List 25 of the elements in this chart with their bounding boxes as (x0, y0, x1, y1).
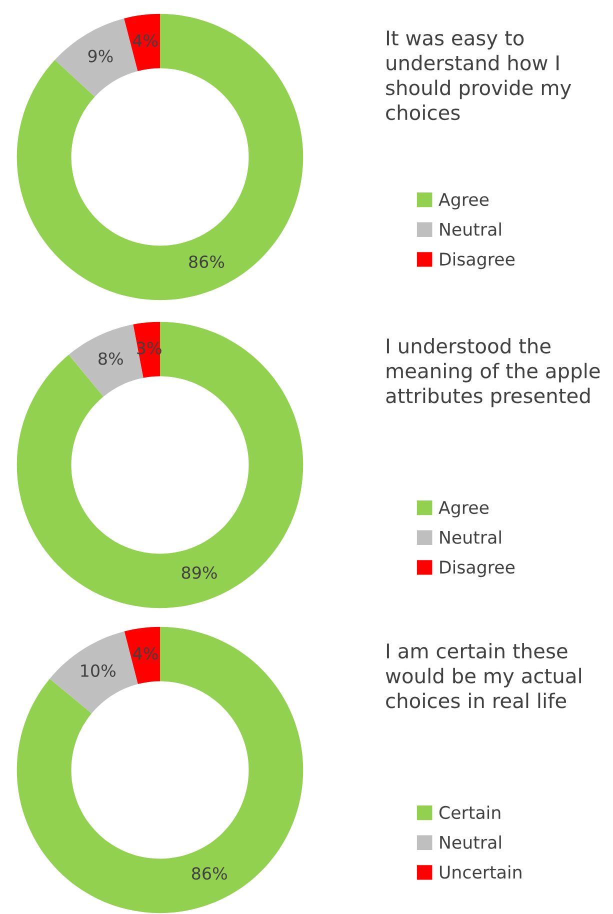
text: I am certain these would be my actual choices in real life (386, 643, 581, 708)
data-label: 4% (133, 647, 158, 660)
data-label: 86% (192, 867, 227, 880)
legend-label: Agree (438, 501, 489, 518)
text: I understood the meaning of the apple attributes presented (386, 338, 600, 408)
legend-label: Neutral (440, 835, 501, 849)
data-label: 86% (189, 255, 224, 268)
donut-slice (124, 14, 160, 72)
legend-label: Uncertain (440, 865, 522, 879)
legend-label: Neutral (440, 222, 501, 236)
legend-label: Disagree (440, 252, 515, 270)
data-label: 89% (182, 566, 217, 579)
donut-slice (16, 626, 304, 914)
donut-slice (16, 322, 304, 608)
data-label: 9% (88, 50, 113, 62)
donut-slice (16, 14, 304, 300)
legend-label: Neutral (440, 530, 501, 544)
legend-label: Disagree (440, 560, 515, 578)
data-label: 8% (98, 352, 123, 365)
legend-label: Agree (438, 193, 489, 210)
donut-slice (124, 626, 160, 684)
data-label: 4% (132, 34, 158, 47)
legend-label: Certain (439, 806, 500, 820)
text: It was easy to understand how I should provide my choices (386, 30, 572, 120)
data-label: 10% (81, 664, 116, 677)
